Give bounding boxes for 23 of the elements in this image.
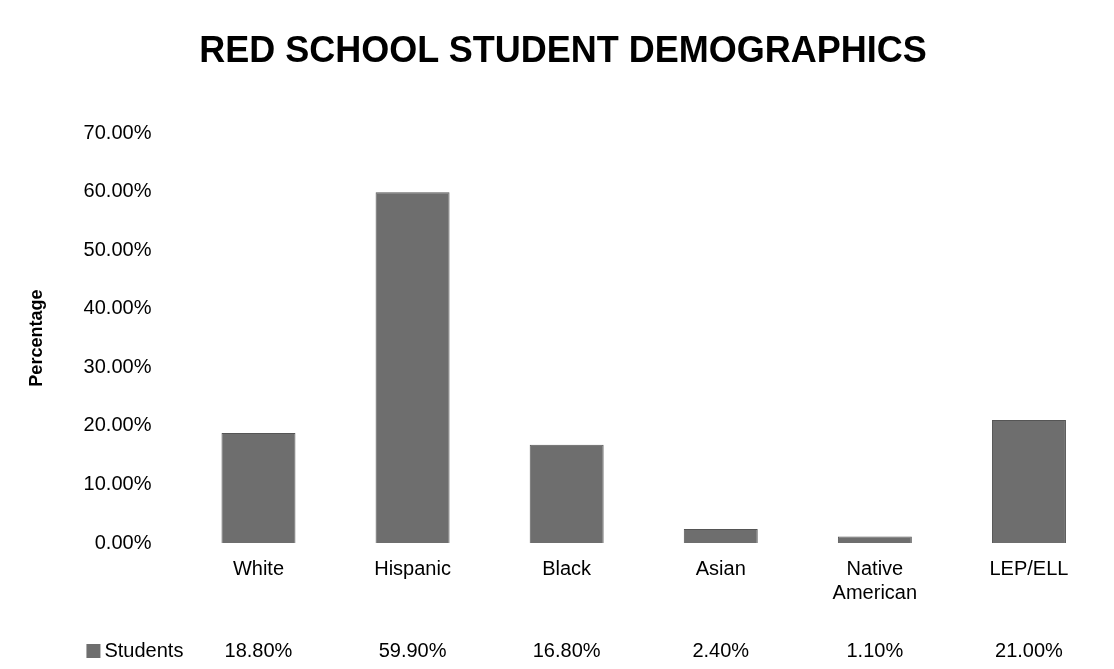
y-tick-label: 70.00%	[83, 120, 152, 143]
x-tick-label: White	[232, 556, 285, 579]
x-tick-label: Black	[542, 556, 593, 579]
x-tick-label: Hispanic	[374, 556, 451, 579]
data-label: 59.90%	[378, 638, 447, 661]
y-tick-label: 20.00%	[83, 413, 152, 436]
data-label: 1.10%	[846, 638, 904, 661]
x-tick-label: Native American	[832, 556, 918, 603]
y-tick-label: 50.00%	[83, 237, 152, 260]
y-tick-label: 30.00%	[83, 354, 152, 377]
data-label: 2.40%	[692, 638, 750, 661]
y-tick-label: 60.00%	[83, 179, 152, 202]
chart-title: RED SCHOOL STUDENT DEMOGRAPHICS	[199, 28, 927, 70]
data-label: 18.80%	[224, 638, 293, 661]
y-tick-label: 10.00%	[83, 471, 152, 494]
legend-label: Students	[104, 638, 184, 661]
data-label: 16.80%	[532, 638, 601, 661]
x-tick-label: Asian	[695, 556, 746, 579]
y-tick-label: 40.00%	[83, 296, 152, 319]
x-tick-label: LEP/ELL	[989, 556, 1069, 579]
y-tick-label: 0.00%	[94, 530, 152, 553]
y-axis-title: Percentage	[25, 289, 46, 387]
data-label: 21.00%	[995, 638, 1064, 661]
